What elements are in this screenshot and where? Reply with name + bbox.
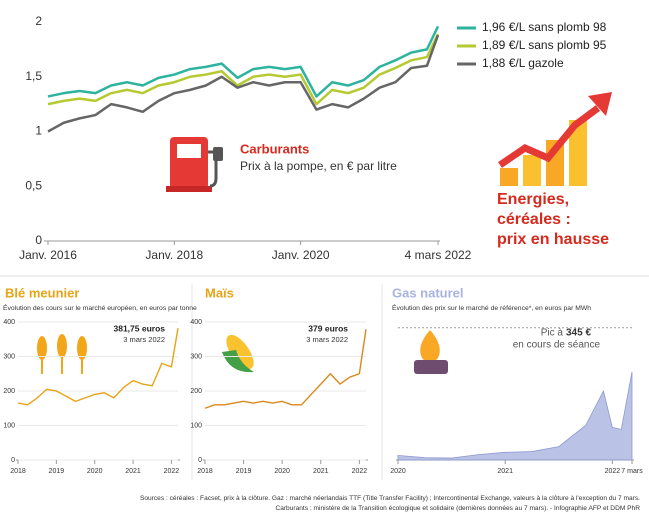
y-tick-label: 1,5 [25,69,42,83]
y-tick-label: 200 [3,388,15,395]
y-tick-label: 0,5 [25,178,42,192]
y-tick-label: 200 [190,388,202,395]
y-tick-label: 300 [3,353,15,360]
x-tick-label: 7 mars [621,468,643,475]
chart-subtitle: Prix à la pompe, en € par litre [240,159,397,173]
data-line [47,25,440,98]
annotation: 3 mars 2022 [123,335,165,344]
chart-title: Carburants [240,141,309,156]
x-tick-label: Janv. 2016 [19,248,77,262]
annotation: 379 euros [308,323,348,333]
peak-prefix: Pic à [541,327,564,338]
x-tick-label: 2020 [390,468,406,475]
y-tick-label: 400 [3,319,15,326]
y-tick-label: 300 [190,353,202,360]
annotation: 381,75 euros [113,323,165,333]
y-tick-label: 100 [3,422,15,429]
headline: céréales : [497,211,571,228]
x-tick-label: 2022 [164,468,180,475]
fuel-pump-icon [166,137,223,192]
corn-icon [222,334,254,373]
rising-chart-icon [498,92,612,186]
x-tick-label: 2020 [87,468,103,475]
x-tick-label: 2021 [313,468,329,475]
x-tick-label: 2021 [125,468,141,475]
chart-title: Maïs [205,285,234,300]
x-tick-label: Janv. 2018 [145,248,203,262]
x-tick-label: 2022 [605,468,621,475]
source-note: Carburants : ministère de la Transition … [275,505,640,512]
x-tick-label: 2020 [274,468,290,475]
y-tick-label: 0 [35,233,42,247]
y-tick-label: 1 [35,124,42,138]
data-line [47,34,440,133]
data-line [17,328,179,406]
x-tick-label: 2022 [352,468,368,475]
legend-label: 1,88 €/L gazole [482,56,564,70]
chart-title: Blé meunier [5,285,79,300]
chart-subtitle: Évolution des prix sur le marché de réfé… [392,303,591,312]
headline: prix en hausse [497,231,609,248]
wheat-icon [37,334,87,374]
chart-title: Gas naturel [392,285,464,300]
x-tick-label: 2018 [10,468,26,475]
data-area [397,371,633,461]
peak-note: en cours de séance [513,339,601,350]
chart-subtitle: Évolution des cours sur le marché europé… [3,303,197,312]
x-tick-label: 2018 [197,468,213,475]
data-line [47,33,440,106]
gas-flame-icon [414,330,448,374]
peak-label: 345 € [566,327,591,338]
source-note: Sources : céréales : Facset, prix à la c… [140,495,640,502]
y-tick-label: 0 [198,457,202,464]
x-tick-label: Janv. 2020 [272,248,330,262]
legend-label: 1,89 €/L sans plomb 95 [482,38,607,52]
y-tick-label: 2 [35,14,42,28]
x-tick-label: 2019 [236,468,252,475]
legend-label: 1,96 €/L sans plomb 98 [482,20,607,34]
x-tick-label: 2019 [49,468,65,475]
y-tick-label: 100 [190,422,202,429]
x-tick-label: 4 mars 2022 [405,248,472,262]
x-tick-label: 2021 [497,468,513,475]
annotation: 3 mars 2022 [306,335,348,344]
headline: Energies, [497,191,569,208]
y-tick-label: 0 [11,457,15,464]
data-line [204,329,367,409]
y-tick-label: 400 [190,319,202,326]
